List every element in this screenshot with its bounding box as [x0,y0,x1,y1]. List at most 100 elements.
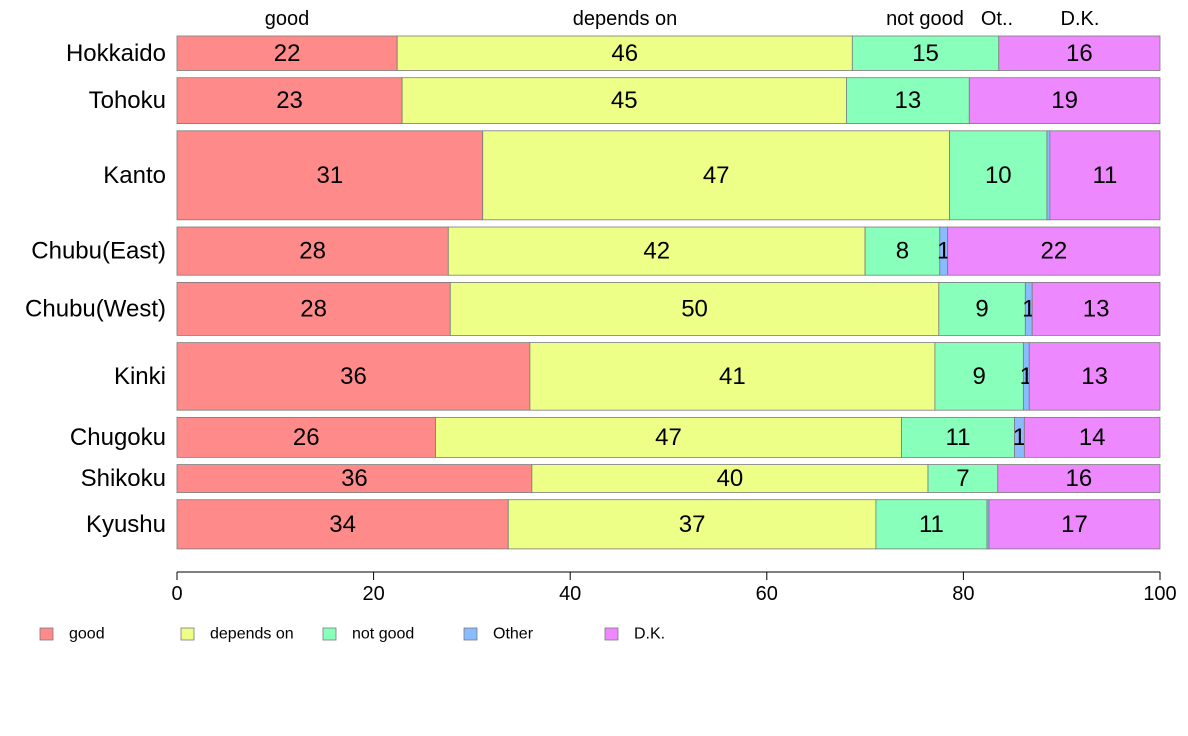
bar-segment [934,342,1024,411]
category-label: Kinki [114,363,166,390]
bar-segment [176,416,436,458]
data-label: 7 [956,465,969,492]
top-series-label: depends on [573,8,678,30]
x-tick-label: 0 [171,583,182,605]
legend-label: Other [493,626,534,643]
category-label: Chubu(West) [25,295,166,322]
data-label: 22 [274,40,301,67]
bar-segment [875,499,988,550]
category-label: Tohoku [89,87,166,114]
data-label: 47 [655,424,682,451]
data-label: 47 [703,162,730,189]
data-label: 11 [1092,162,1117,189]
data-label: 13 [1081,363,1108,390]
data-label: 36 [341,465,368,492]
data-label: 22 [1040,238,1067,265]
bar-segment [947,226,1161,276]
legend-label: not good [352,626,414,643]
data-label: 46 [611,40,638,67]
data-label: 19 [1051,87,1078,114]
bar-segment [176,35,398,71]
x-tick-label: 60 [756,583,778,605]
data-label: 14 [1079,424,1106,451]
category-label: Chubu(East) [31,238,166,265]
bar-segment [449,281,940,336]
data-label: 8 [896,238,909,265]
data-label: 26 [293,424,320,451]
data-label: 45 [611,87,638,114]
data-label: 10 [985,162,1012,189]
data-label: 42 [643,238,670,265]
bar-segment [507,499,877,550]
top-series-label: good [265,8,310,30]
category-label: Kyushu [86,511,166,538]
data-label: 16 [1066,465,1093,492]
x-tick-label: 20 [362,583,384,605]
top-series-label: not good [886,8,964,30]
top-series-label: D.K. [1061,8,1100,30]
bar-segment [396,35,853,71]
bar-segment [927,464,999,493]
x-tick-label: 80 [952,583,974,605]
legend-label: good [69,626,105,643]
data-label: 1 [937,238,950,265]
bar-segment [401,77,847,125]
x-tick-label: 100 [1143,583,1176,605]
data-label: 37 [679,511,706,538]
bar-segment [1023,416,1161,458]
data-label: 9 [972,363,985,390]
data-label: 34 [329,511,356,538]
data-label: 28 [300,295,327,322]
data-label: 31 [317,162,344,189]
data-label: 41 [719,363,746,390]
data-label: 40 [717,465,744,492]
bar-segment [938,281,1026,336]
bar-segment [176,464,533,493]
bar-segment [176,281,451,336]
bar-segment [482,130,951,221]
data-label: 9 [975,295,988,322]
bar-segment [529,342,936,411]
data-label: 23 [276,87,303,114]
top-series-label: Ot.. [981,8,1013,30]
data-label: 28 [299,238,326,265]
bar-segment [988,499,1161,550]
bar-segment [968,77,1161,125]
data-label: 15 [912,40,939,67]
bar-segment [997,464,1161,493]
data-label: 11 [946,424,971,451]
bar-segment [531,464,929,493]
bar-segment [176,226,449,276]
bar-segment [1049,130,1161,221]
legend-label: depends on [210,626,294,643]
bar-segment [447,226,866,276]
data-label: 17 [1061,511,1088,538]
bar-segment [435,416,902,458]
bar-segment [846,77,970,125]
category-label: Shikoku [81,465,166,492]
bar-segment [1031,281,1161,336]
category-label: Kanto [103,162,166,189]
legend-swatch [604,627,619,641]
legend-swatch [180,627,195,641]
legend-swatch [322,627,337,641]
bar-segment [176,77,403,125]
bar-segment [176,130,484,221]
data-label: 36 [340,363,367,390]
legend-swatch [463,627,478,641]
category-label: Chugoku [70,424,166,451]
bar-segment [998,35,1161,71]
bar-segment [176,499,509,550]
category-label: Hokkaido [66,40,166,67]
data-label: 50 [681,295,708,322]
data-label: 13 [1083,295,1110,322]
data-label: 11 [919,511,944,538]
bar-segment [901,416,1015,458]
bar-segment [851,35,1000,71]
legend-label: D.K. [634,626,665,643]
x-tick-label: 40 [559,583,581,605]
bar-segment [1046,130,1051,221]
data-label: 1 [1013,424,1026,451]
bar-segment [176,342,531,411]
